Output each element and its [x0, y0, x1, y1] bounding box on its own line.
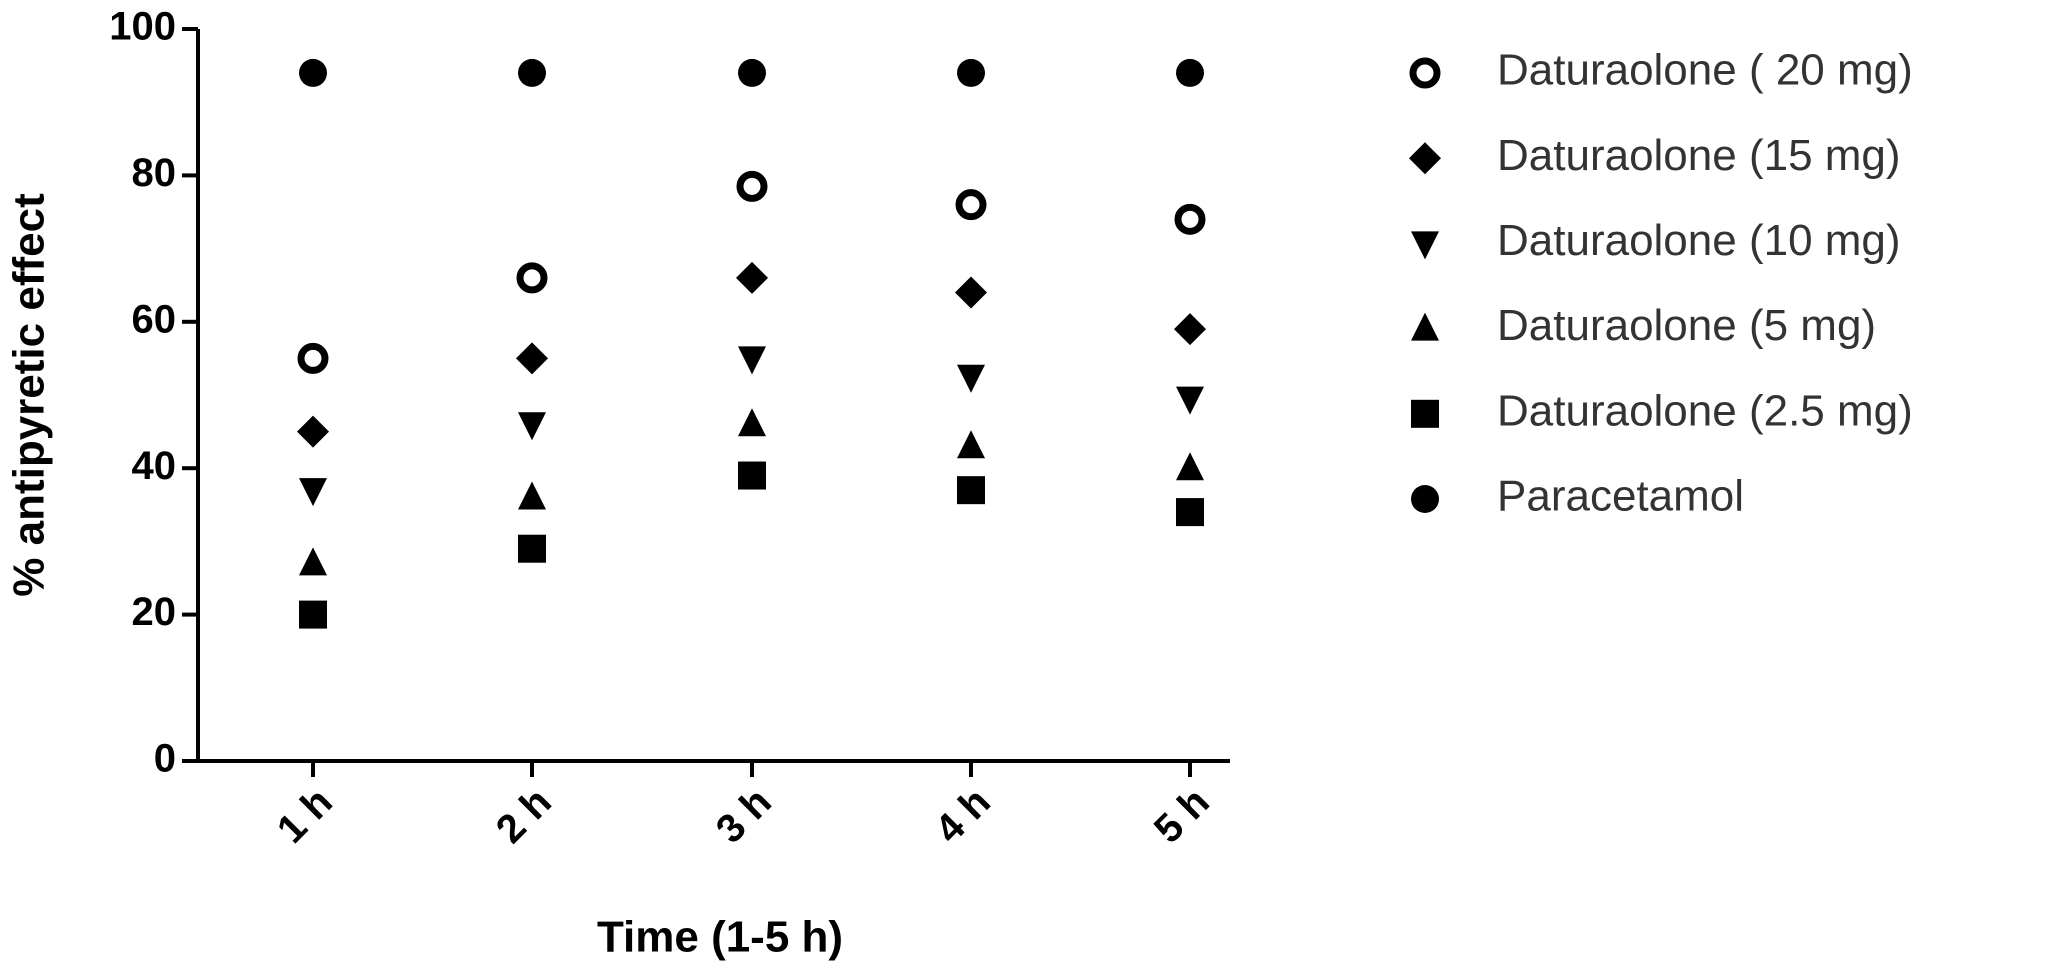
marker-circle [738, 58, 766, 87]
marker-triangle-down [1176, 386, 1204, 415]
y-tick-label: 60 [132, 297, 177, 341]
marker-triangle-down [957, 364, 985, 393]
marker-diamond [1174, 313, 1206, 346]
x-tick-label: 5 h [1146, 780, 1218, 852]
legend-label: Daturaolone (5 mg) [1497, 301, 1876, 350]
legend-label: Daturaolone (10 mg) [1497, 216, 1901, 265]
y-tick-label: 100 [109, 5, 176, 49]
y-tick-label: 20 [132, 590, 177, 634]
marker-diamond [516, 342, 548, 375]
y-tick-label: 40 [132, 444, 177, 488]
marker-triangle-down [738, 346, 766, 375]
marker-triangle-up [1176, 452, 1204, 481]
marker-triangle-up [957, 430, 985, 459]
x-tick-label: 2 h [488, 780, 560, 852]
legend-label: Daturaolone ( 20 mg) [1497, 46, 1913, 95]
marker-circle [957, 58, 985, 87]
marker-triangle-down [299, 478, 327, 507]
marker-square [299, 600, 327, 629]
marker-open-circle [1174, 203, 1206, 235]
marker-open-circle [297, 342, 329, 374]
marker-circle [1176, 58, 1204, 87]
marker-square [738, 461, 766, 490]
marker-triangle-down [1411, 231, 1439, 260]
marker-triangle-up [299, 547, 327, 576]
marker-open-circle [955, 189, 987, 221]
y-axis-title: % antipyretic effect [5, 193, 54, 597]
marker-circle [299, 58, 327, 87]
marker-open-circle [1409, 57, 1441, 89]
marker-triangle-up [738, 408, 766, 437]
x-tick-label: 1 h [269, 780, 341, 852]
marker-diamond [955, 276, 987, 309]
x-axis-title: Time (1-5 h) [597, 913, 843, 962]
marker-square [1176, 498, 1204, 527]
marker-open-circle [736, 170, 768, 202]
legend-label: Daturaolone (2.5 mg) [1497, 386, 1913, 435]
x-tick-label: 4 h [927, 780, 999, 852]
marker-square [518, 534, 546, 563]
marker-triangle-down [518, 412, 546, 441]
marker-triangle-up [1411, 312, 1439, 341]
x-tick-label: 3 h [708, 780, 780, 852]
marker-square [957, 476, 985, 505]
y-tick-label: 0 [154, 737, 176, 781]
marker-diamond [736, 261, 768, 294]
marker-circle [518, 58, 546, 87]
legend-label: Paracetamol [1497, 472, 1744, 521]
marker-square [1411, 399, 1439, 428]
legend-label: Daturaolone (15 mg) [1497, 131, 1901, 180]
y-tick-label: 80 [132, 151, 177, 195]
marker-circle [1411, 485, 1439, 513]
marker-triangle-up [518, 481, 546, 510]
marker-open-circle [516, 262, 548, 294]
marker-diamond [297, 415, 329, 448]
marker-diamond [1409, 142, 1441, 175]
